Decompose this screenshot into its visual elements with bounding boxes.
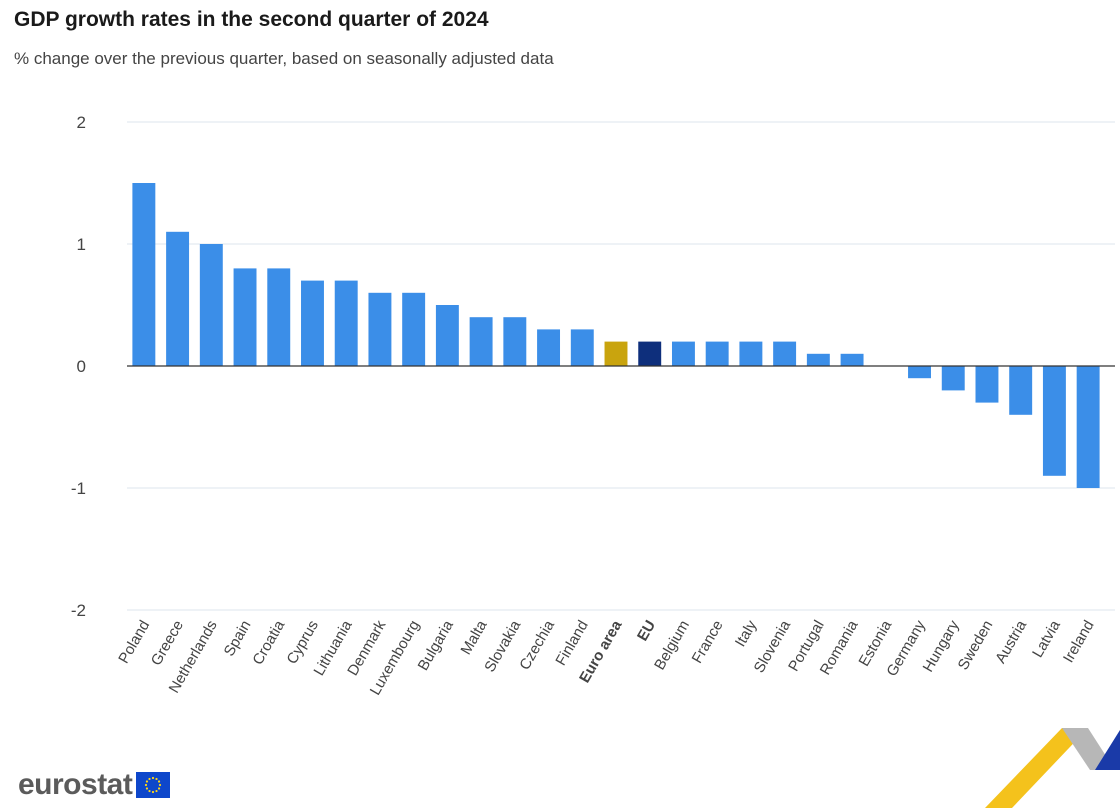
bar-france[interactable] [705,341,729,366]
bar-malta[interactable] [469,317,493,366]
bar-ireland[interactable] [1076,366,1100,488]
y-tick-label: -1 [71,479,86,498]
bar-bulgaria[interactable] [435,305,459,366]
bar-greece[interactable] [166,231,190,366]
bar-romania[interactable] [840,353,864,366]
bar-luxembourg[interactable] [402,292,426,366]
chart-title: GDP growth rates in the second quarter o… [14,8,489,31]
bar-spain[interactable] [233,268,257,366]
y-tick-label: 0 [77,357,86,376]
bar-poland[interactable] [132,183,156,366]
bar-germany[interactable] [908,366,931,379]
chart-subtitle: % change over the previous quarter, base… [14,49,554,68]
bar-euro-area[interactable] [604,341,628,366]
logo-text: eurostat [18,768,133,801]
bar-czechia[interactable] [537,329,561,366]
bar-netherlands[interactable] [199,244,223,366]
bar-croatia[interactable] [267,268,291,366]
bar-italy[interactable] [739,341,763,366]
bar-latvia[interactable] [1042,366,1066,476]
bar-austria[interactable] [1009,366,1033,415]
bar-slovenia[interactable] [773,341,797,366]
y-tick-label: -2 [71,601,86,620]
bar-portugal[interactable] [806,353,830,366]
bar-denmark[interactable] [368,292,392,366]
bar-hungary[interactable] [941,366,965,391]
y-tick-label: 2 [77,113,86,132]
y-tick-label: 1 [77,235,86,254]
bar-sweden[interactable] [975,366,999,403]
bar-lithuania[interactable] [334,280,358,366]
eu-flag-icon [136,772,171,798]
eurostat-logo: eurostat [18,768,171,802]
bar-eu[interactable] [638,341,662,366]
bar-finland[interactable] [570,329,594,366]
bar-belgium[interactable] [671,341,695,366]
bar-cyprus[interactable] [301,280,324,366]
bar-slovakia[interactable] [503,317,527,366]
